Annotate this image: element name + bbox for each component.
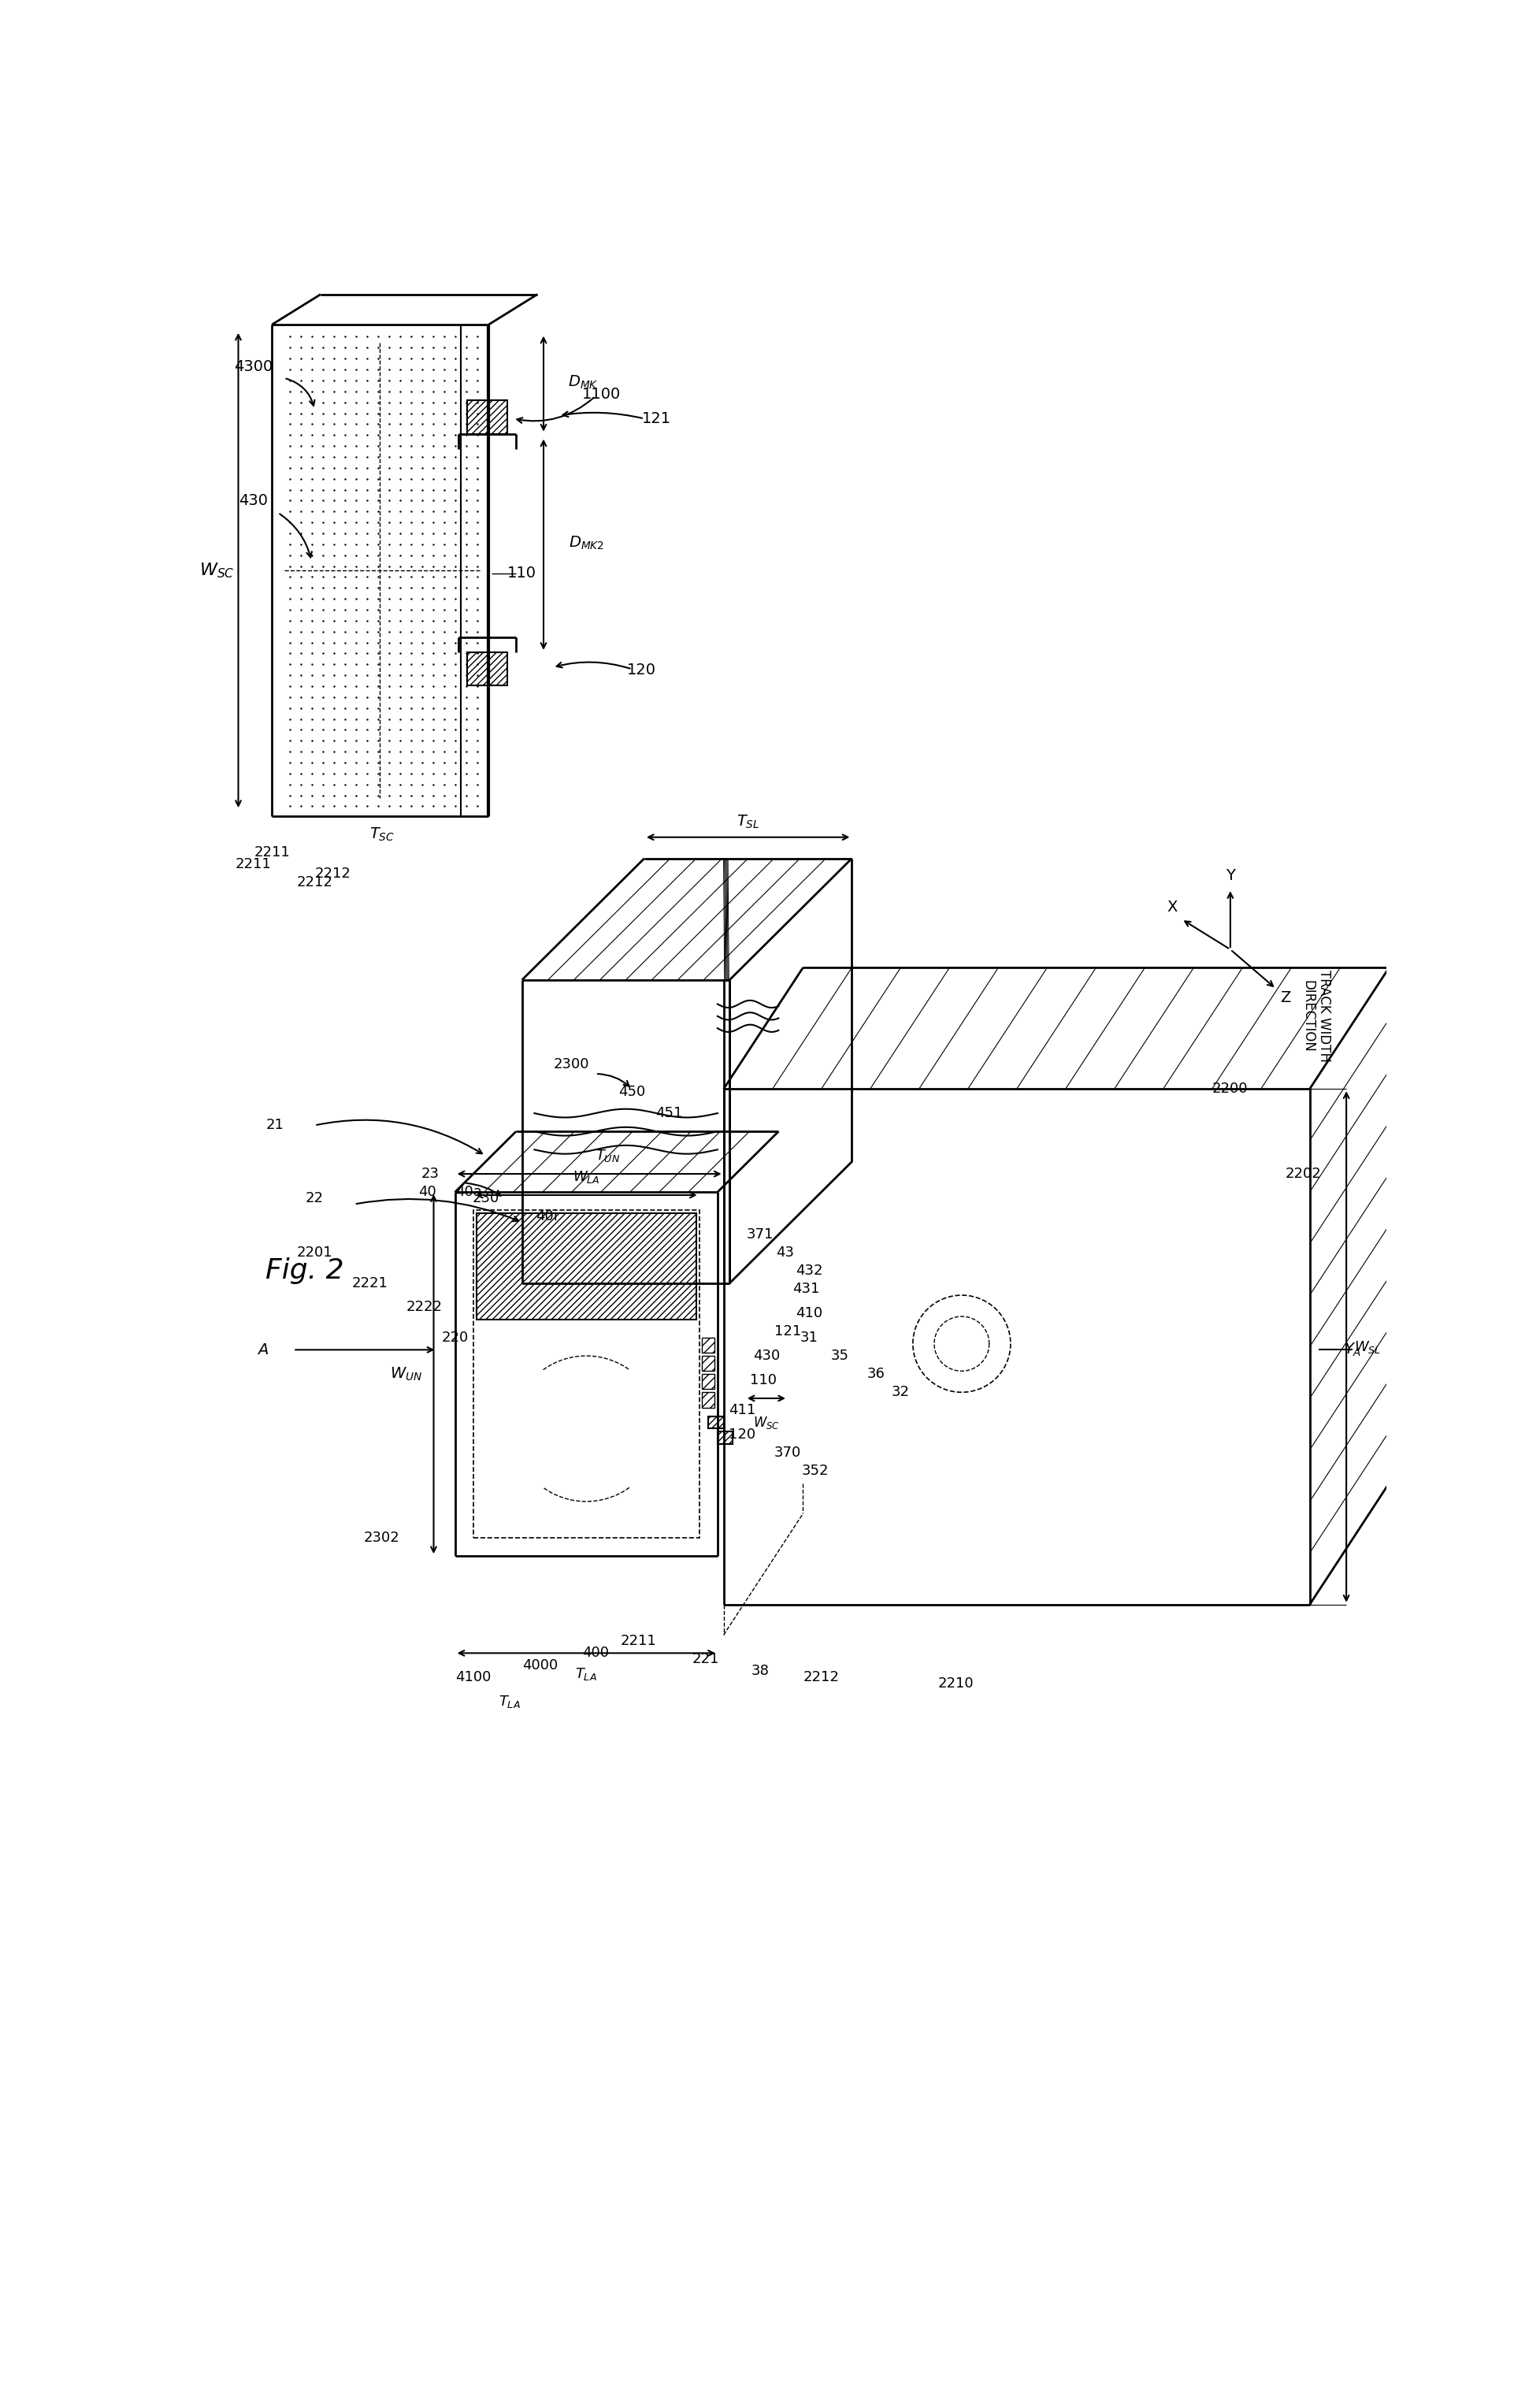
Text: $W_{SC}$: $W_{SC}$ bbox=[199, 562, 234, 579]
Text: 450: 450 bbox=[619, 1086, 645, 1100]
Text: 4000: 4000 bbox=[522, 1657, 559, 1672]
Text: 120: 120 bbox=[627, 663, 656, 677]
Text: 36: 36 bbox=[867, 1367, 886, 1381]
Text: $Y_A$: $Y_A$ bbox=[1343, 1340, 1361, 1357]
Text: 40: 40 bbox=[419, 1184, 436, 1199]
Text: 2212: 2212 bbox=[804, 1669, 839, 1684]
Text: 32: 32 bbox=[892, 1386, 910, 1400]
Text: 110: 110 bbox=[750, 1374, 776, 1388]
Text: 2200: 2200 bbox=[1212, 1081, 1249, 1095]
Text: $T_{SL}$: $T_{SL}$ bbox=[736, 814, 759, 831]
Bar bbox=[702, 1355, 715, 1372]
Text: Z: Z bbox=[1280, 990, 1291, 1006]
Text: 2210: 2210 bbox=[938, 1677, 973, 1691]
Text: 4300: 4300 bbox=[234, 360, 273, 375]
Text: $T_{SC}$: $T_{SC}$ bbox=[370, 826, 394, 843]
Text: 451: 451 bbox=[654, 1107, 682, 1119]
Text: $T_{UN}$: $T_{UN}$ bbox=[596, 1148, 621, 1163]
Text: 221: 221 bbox=[691, 1653, 719, 1667]
Bar bbox=[467, 401, 507, 435]
Text: Fig. 2: Fig. 2 bbox=[266, 1259, 345, 1285]
Bar bbox=[702, 1338, 715, 1352]
Bar bbox=[702, 1393, 715, 1408]
Text: 38: 38 bbox=[752, 1665, 770, 1679]
Text: 31: 31 bbox=[801, 1331, 818, 1345]
Text: 432: 432 bbox=[796, 1263, 822, 1278]
Text: 121: 121 bbox=[642, 411, 671, 425]
Text: 2222: 2222 bbox=[407, 1299, 442, 1314]
Text: X: X bbox=[1167, 898, 1178, 915]
Text: 40a: 40a bbox=[454, 1184, 482, 1199]
Text: $D_{MK2}$: $D_{MK2}$ bbox=[568, 536, 604, 552]
Text: 40i: 40i bbox=[536, 1208, 557, 1223]
Text: A: A bbox=[257, 1343, 268, 1357]
Text: 2211: 2211 bbox=[254, 846, 290, 860]
Text: 371: 371 bbox=[747, 1227, 773, 1242]
Text: 1100: 1100 bbox=[582, 387, 621, 401]
Bar bbox=[473, 1211, 699, 1537]
Text: 43: 43 bbox=[776, 1247, 793, 1259]
Text: TRACK WIDTH
DIRECTION: TRACK WIDTH DIRECTION bbox=[1300, 970, 1331, 1062]
Text: 2212: 2212 bbox=[296, 877, 333, 889]
Text: 2221: 2221 bbox=[351, 1275, 388, 1290]
Text: 400: 400 bbox=[582, 1645, 608, 1660]
Text: $W_{UN}$: $W_{UN}$ bbox=[390, 1367, 422, 1384]
Text: $T_{LA}$: $T_{LA}$ bbox=[576, 1667, 598, 1681]
Text: 21: 21 bbox=[266, 1119, 283, 1131]
Text: 2211: 2211 bbox=[236, 858, 271, 872]
Text: 230: 230 bbox=[473, 1191, 499, 1206]
Text: 410: 410 bbox=[796, 1307, 822, 1321]
Bar bbox=[718, 1432, 733, 1444]
Bar bbox=[708, 1417, 724, 1429]
Text: 430: 430 bbox=[753, 1350, 779, 1362]
Text: 2212: 2212 bbox=[314, 867, 351, 882]
Text: 23: 23 bbox=[422, 1167, 439, 1182]
Text: 2300: 2300 bbox=[553, 1057, 588, 1071]
Text: $W_{LA}$: $W_{LA}$ bbox=[573, 1170, 601, 1184]
Text: 2201: 2201 bbox=[297, 1247, 333, 1259]
Text: 110: 110 bbox=[508, 567, 537, 581]
Bar bbox=[476, 1213, 696, 1319]
Text: 35: 35 bbox=[830, 1350, 849, 1362]
Text: 121: 121 bbox=[775, 1324, 801, 1338]
Bar bbox=[467, 653, 507, 685]
Text: 220: 220 bbox=[442, 1331, 468, 1345]
Text: 431: 431 bbox=[793, 1283, 819, 1297]
Text: 2302: 2302 bbox=[363, 1530, 400, 1544]
Bar bbox=[702, 1374, 715, 1388]
Text: 2202: 2202 bbox=[1286, 1167, 1321, 1182]
Text: 2211: 2211 bbox=[621, 1633, 656, 1648]
Text: $D_{MK}$: $D_{MK}$ bbox=[568, 375, 599, 392]
Text: $W_{SC}$: $W_{SC}$ bbox=[753, 1415, 779, 1432]
Text: 430: 430 bbox=[239, 492, 268, 509]
Text: 4100: 4100 bbox=[456, 1669, 491, 1684]
Text: 352: 352 bbox=[802, 1465, 829, 1477]
Text: $T_{LA}$: $T_{LA}$ bbox=[499, 1693, 521, 1710]
Text: 411: 411 bbox=[728, 1403, 756, 1417]
Text: 22: 22 bbox=[305, 1191, 323, 1206]
Text: 370: 370 bbox=[775, 1446, 801, 1460]
Text: Y: Y bbox=[1226, 867, 1235, 884]
Text: $W_{SL}$: $W_{SL}$ bbox=[1354, 1338, 1381, 1355]
Text: 120: 120 bbox=[728, 1427, 756, 1441]
